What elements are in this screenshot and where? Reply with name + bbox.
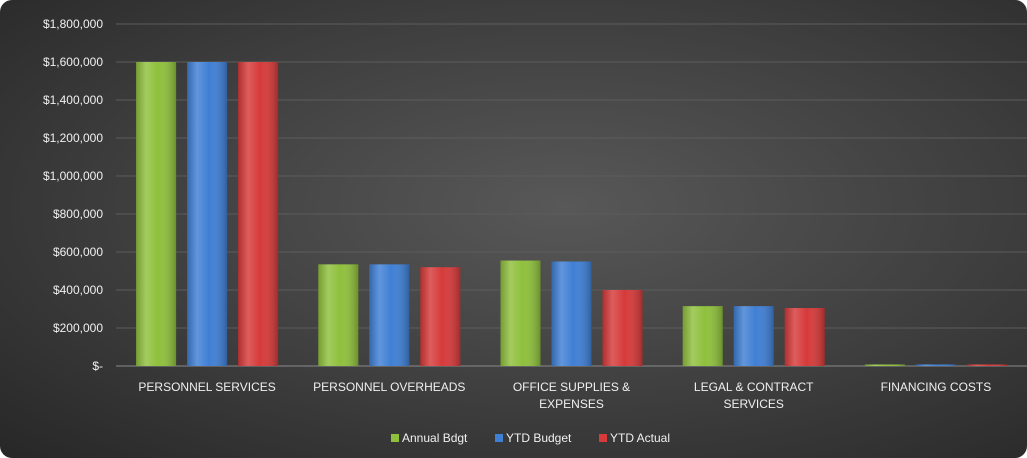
bar-shading (551, 261, 592, 366)
bar (238, 62, 279, 366)
bar (318, 264, 359, 366)
category-label: PERSONNEL SERVICES (138, 380, 275, 394)
legend-swatch (495, 434, 503, 442)
y-tick-label: $1,800,000 (43, 17, 103, 31)
category-label: SERVICES (723, 397, 783, 411)
legend-label: YTD Budget (506, 431, 572, 445)
legend-label: YTD Actual (610, 431, 670, 445)
y-tick-label: $1,000,000 (43, 169, 103, 183)
category-label: FINANCING COSTS (881, 380, 992, 394)
bar (915, 364, 956, 366)
x-axis-categories: PERSONNEL SERVICES PERSONNEL OVERHEADS OFF… (138, 380, 991, 411)
bar-shading (369, 264, 410, 366)
bar (602, 290, 643, 366)
bar-shading (238, 62, 279, 366)
category-label: PERSONNEL OVERHEADS (313, 380, 465, 394)
y-tick-label: $1,200,000 (43, 131, 103, 145)
legend-swatch (599, 434, 607, 442)
legend-swatch (391, 434, 399, 442)
bar-shading (318, 264, 359, 366)
y-tick-label: $- (92, 359, 103, 373)
category-label: LEGAL & CONTRACT (694, 380, 814, 394)
bar-shading (187, 62, 228, 366)
bar-shading (136, 62, 177, 366)
bar (864, 364, 905, 366)
bar (682, 306, 723, 366)
legend-item: Annual Bdgt (391, 431, 468, 445)
bars (136, 62, 1007, 366)
category-label: OFFICE SUPPLIES & (513, 380, 630, 394)
bar (784, 308, 825, 366)
bar-shading (915, 364, 956, 366)
legend: Annual Bdgt YTD Budget YTD Actual (391, 431, 670, 445)
bar-shading (784, 308, 825, 366)
bar-shading (864, 364, 905, 366)
bar (369, 264, 410, 366)
bar-shading (682, 306, 723, 366)
bar-shading (602, 290, 643, 366)
bar-shading (733, 306, 774, 366)
bar (966, 364, 1007, 366)
bar (420, 267, 461, 366)
bar (733, 306, 774, 366)
y-tick-label: $800,000 (53, 207, 103, 221)
legend-item: YTD Budget (495, 431, 572, 445)
y-axis-ticks: $- $200,000 $400,000 $600,000 $800,000 $1,000… (43, 17, 103, 373)
legend-label: Annual Bdgt (402, 431, 468, 445)
y-tick-label: $200,000 (53, 321, 103, 335)
bar (187, 62, 228, 366)
bar (551, 261, 592, 366)
bar-shading (420, 267, 461, 366)
bar (136, 62, 177, 366)
legend-item: YTD Actual (599, 431, 670, 445)
y-tick-label: $600,000 (53, 245, 103, 259)
bar-shading (500, 260, 541, 366)
bar-shading (966, 364, 1007, 366)
category-label: EXPENSES (539, 397, 604, 411)
y-tick-label: $400,000 (53, 283, 103, 297)
y-tick-label: $1,600,000 (43, 55, 103, 69)
bar (500, 260, 541, 366)
y-tick-label: $1,400,000 (43, 93, 103, 107)
